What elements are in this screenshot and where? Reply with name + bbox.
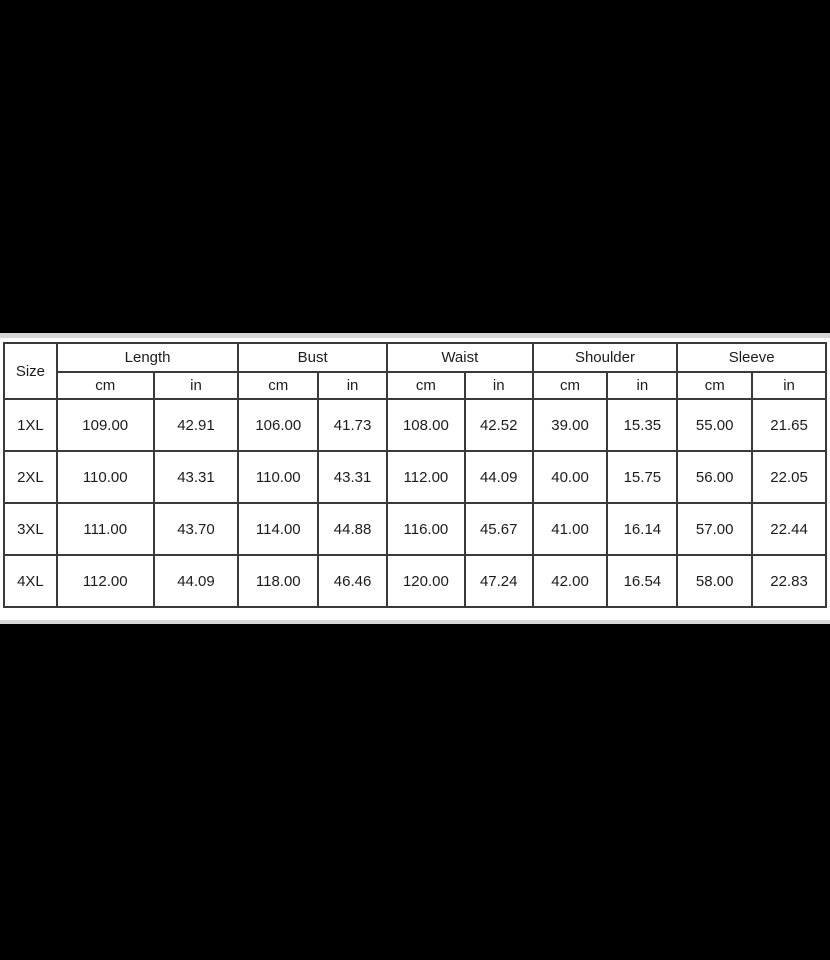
data-cell: 41.73 — [317, 398, 388, 452]
data-cell: 16.14 — [606, 502, 679, 556]
unit-header: in — [317, 371, 388, 400]
letterbox-bottom — [0, 624, 830, 960]
data-cell: 43.31 — [317, 450, 388, 504]
size-chart-table: Size Length Bust Waist Shoulder Sleeve c… — [3, 342, 827, 608]
data-cell: 40.00 — [531, 450, 609, 504]
data-cell: 109.00 — [55, 398, 155, 452]
unit-header: cm — [676, 371, 754, 400]
group-header-bust: Bust — [237, 342, 388, 373]
table-row: 4XL 112.00 44.09 118.00 46.46 120.00 47.… — [3, 554, 827, 608]
table-row: 1XL 109.00 42.91 106.00 41.73 108.00 42.… — [3, 398, 827, 452]
data-cell: 58.00 — [676, 554, 754, 608]
data-cell: 46.46 — [317, 554, 388, 608]
data-cell: 43.31 — [152, 450, 240, 504]
unit-header: in — [152, 371, 240, 400]
data-cell: 111.00 — [55, 502, 155, 556]
unit-header: cm — [237, 371, 320, 400]
data-cell: 22.44 — [751, 502, 827, 556]
data-cell: 55.00 — [676, 398, 754, 452]
data-cell: 118.00 — [237, 554, 320, 608]
unit-header: in — [606, 371, 679, 400]
group-header-sleeve: Sleeve — [676, 342, 827, 373]
data-cell: 106.00 — [237, 398, 320, 452]
size-column-header: Size — [3, 342, 58, 400]
group-header-waist: Waist — [385, 342, 534, 373]
data-cell: 110.00 — [55, 450, 155, 504]
table-header-group-row: Size Length Bust Waist Shoulder Sleeve — [3, 342, 827, 400]
unit-header: in — [463, 371, 534, 400]
unit-header: cm — [55, 371, 155, 400]
unit-header: cm — [531, 371, 609, 400]
group-header-length: Length — [55, 342, 240, 373]
data-cell: 39.00 — [531, 398, 609, 452]
data-cell: 15.75 — [606, 450, 679, 504]
data-cell: 16.54 — [606, 554, 679, 608]
data-cell: 43.70 — [152, 502, 240, 556]
size-cell: 3XL — [3, 502, 58, 556]
data-cell: 42.91 — [152, 398, 240, 452]
table-header-unit-row: cm in cm in cm in cm in cm in — [4, 371, 827, 400]
size-chart-band: Size Length Bust Waist Shoulder Sleeve c… — [0, 333, 830, 624]
data-cell: 41.00 — [531, 502, 609, 556]
group-header-shoulder: Shoulder — [531, 342, 679, 373]
data-cell: 110.00 — [237, 450, 320, 504]
table-row: 2XL 110.00 43.31 110.00 43.31 112.00 44.… — [3, 450, 827, 504]
data-cell: 116.00 — [385, 502, 466, 556]
data-cell: 44.09 — [463, 450, 534, 504]
size-cell: 4XL — [3, 554, 58, 608]
data-cell: 44.88 — [317, 502, 388, 556]
data-cell: 114.00 — [237, 502, 320, 556]
data-cell: 22.83 — [751, 554, 827, 608]
data-cell: 57.00 — [676, 502, 754, 556]
data-cell: 108.00 — [385, 398, 466, 452]
data-cell: 42.00 — [531, 554, 609, 608]
data-cell: 112.00 — [55, 554, 155, 608]
letterbox-top — [0, 0, 830, 333]
data-cell: 45.67 — [463, 502, 534, 556]
data-cell: 15.35 — [606, 398, 679, 452]
data-cell: 22.05 — [751, 450, 827, 504]
table-row: 3XL 111.00 43.70 114.00 44.88 116.00 45.… — [3, 502, 827, 556]
data-cell: 21.65 — [751, 398, 827, 452]
unit-header: cm — [385, 371, 466, 400]
data-cell: 47.24 — [463, 554, 534, 608]
data-cell: 112.00 — [385, 450, 466, 504]
data-cell: 44.09 — [152, 554, 240, 608]
size-cell: 1XL — [3, 398, 58, 452]
data-cell: 42.52 — [463, 398, 534, 452]
data-cell: 56.00 — [676, 450, 754, 504]
unit-header: in — [751, 371, 827, 400]
size-cell: 2XL — [3, 450, 58, 504]
data-cell: 120.00 — [385, 554, 466, 608]
